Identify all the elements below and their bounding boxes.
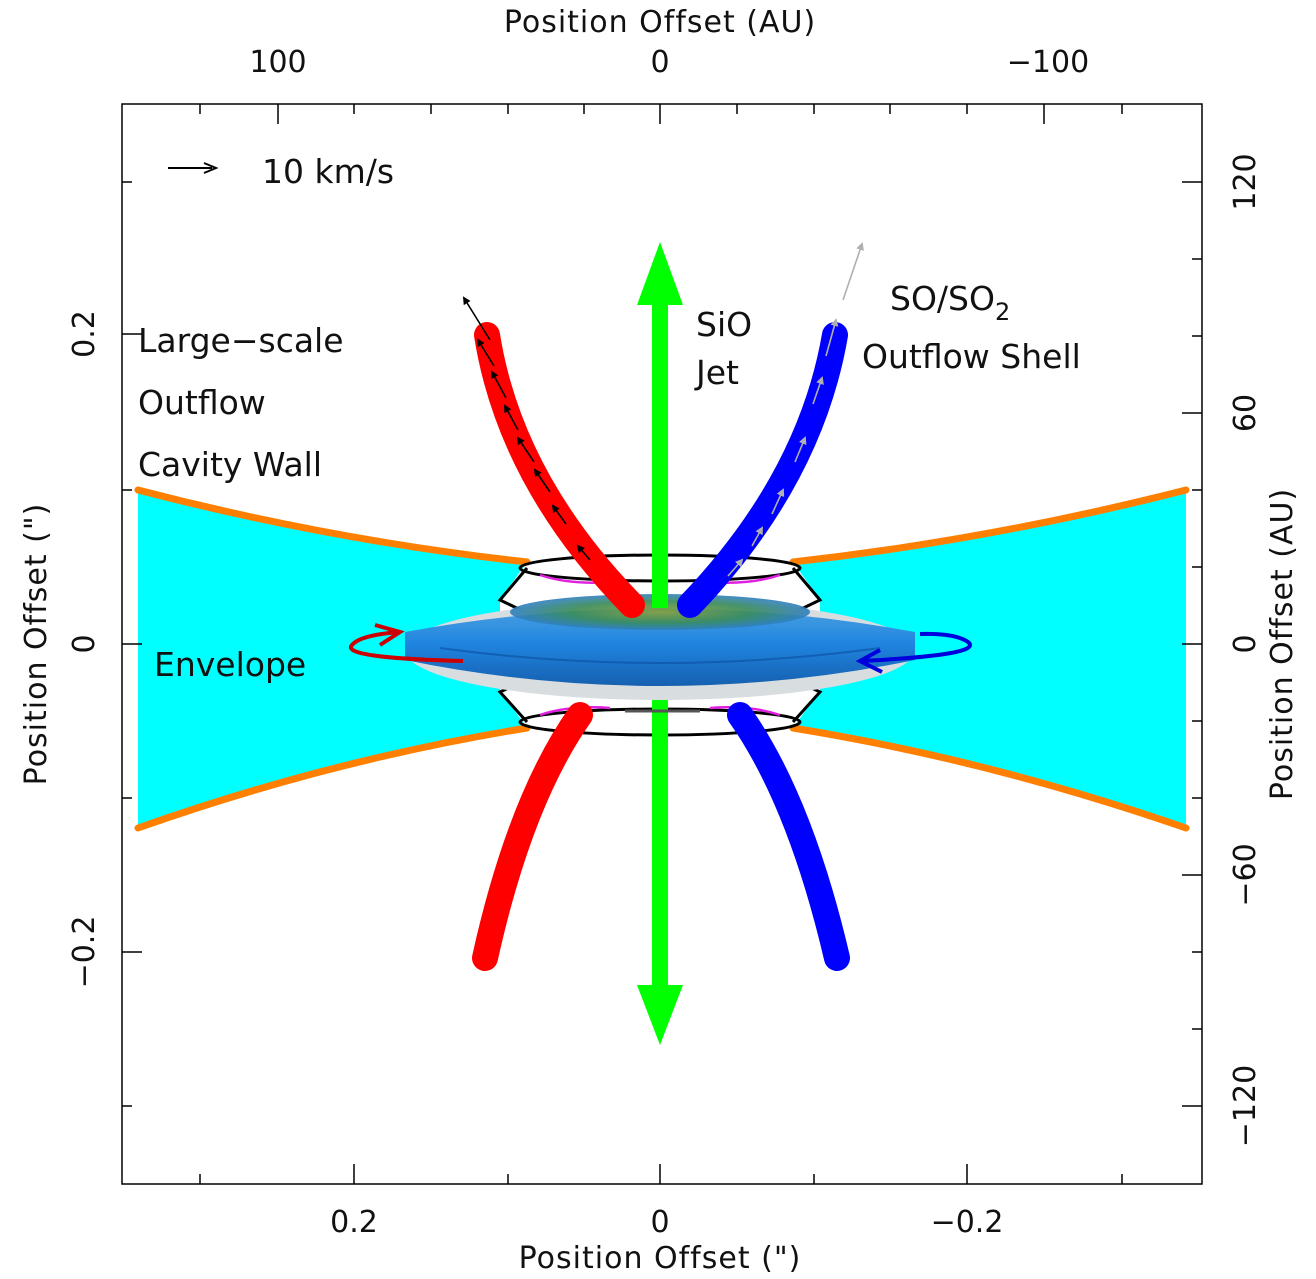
bottom-axis-label: Position Offset (") (519, 1241, 802, 1276)
left-tick-label: −0.2 (67, 916, 102, 989)
velocity-scale-arrow (168, 162, 219, 174)
rotating-disk (405, 594, 915, 700)
top-axis-label: Position Offset (AU) (504, 5, 816, 40)
shell-label-line2: Outflow Shell (862, 337, 1081, 376)
jet-label-line2: Jet (694, 353, 739, 392)
rotation-arrow-blue (855, 631, 972, 674)
bottom-tick-label: 0.2 (330, 1205, 378, 1240)
cavity-label-line2: Outflow (138, 383, 266, 422)
bottom-tick-label: 0 (650, 1205, 669, 1240)
rotation-arrow-red (348, 623, 464, 663)
sio-jet (637, 242, 683, 1045)
cavity-label-line3: Cavity Wall (138, 445, 322, 484)
shell-label-line1: SO/SO2 (890, 279, 1010, 326)
left-axis-label: Position Offset (") (19, 503, 54, 786)
bottom-tick-label: −0.2 (931, 1205, 1004, 1240)
axis-ticks (122, 104, 1202, 1184)
left-tick-label: 0 (67, 634, 102, 653)
left-tick-label: 0.2 (67, 310, 102, 358)
cavity-label-line1: Large−scale (138, 321, 344, 360)
velocity-arrows-red (462, 296, 591, 561)
right-axis-label: Position Offset (AU) (1265, 488, 1300, 800)
right-tick-label: 120 (1228, 153, 1263, 210)
right-tick-label: 60 (1228, 394, 1263, 432)
velocity-arrows-blue (727, 242, 864, 577)
jet-label-line1: SiO (696, 305, 752, 344)
right-tick-label: −120 (1228, 1065, 1263, 1147)
top-tick-label: 0 (650, 45, 669, 80)
right-tick-label: 0 (1228, 634, 1263, 653)
cavity-walls (134, 486, 1190, 832)
velocity-scale-label: 10 km/s (262, 152, 394, 191)
right-tick-label: −60 (1228, 843, 1263, 906)
top-tick-label: −100 (1007, 45, 1089, 80)
blueshifted-outflow-shell (677, 322, 850, 971)
envelope-label: Envelope (154, 645, 306, 684)
top-tick-label: 100 (249, 45, 306, 80)
